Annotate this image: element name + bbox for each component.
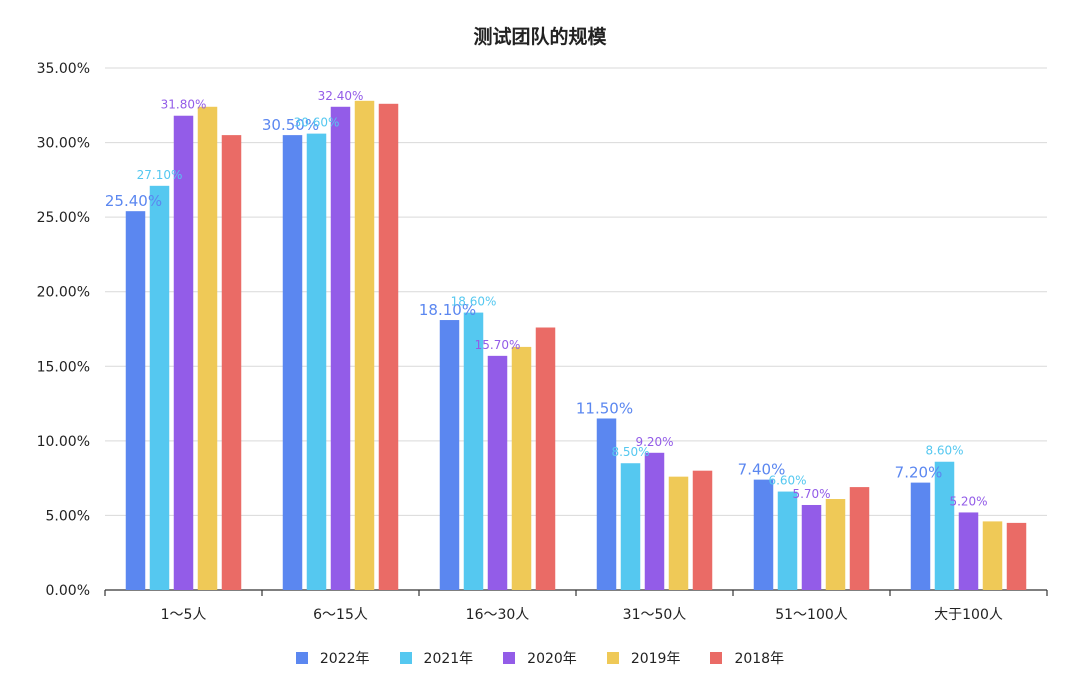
bar <box>692 470 713 590</box>
legend-swatch <box>606 652 619 664</box>
x-tick-label: 1～5人 <box>161 607 207 623</box>
legend-item[interactable]: 2019年 <box>606 648 681 668</box>
x-tick-label: 大于100人 <box>934 607 1003 623</box>
legend-item[interactable]: 2022年 <box>295 648 370 668</box>
legend-swatch <box>399 652 412 664</box>
bar <box>801 504 822 590</box>
legend-item[interactable]: 2020年 <box>503 648 577 668</box>
bar <box>306 133 327 590</box>
y-tick-label: 0.00% <box>46 583 90 599</box>
chart-plot: 0.00% 5.00% 10.00% 15.00% 20.00% 25.00% 30.00%… <box>37 61 1048 623</box>
bar <box>753 479 774 590</box>
bar <box>197 106 218 590</box>
data-label: 9.20% <box>635 435 673 449</box>
y-tick-label: 25.00% <box>37 210 90 226</box>
bar <box>535 327 556 590</box>
legend-item[interactable]: 2021年 <box>399 648 474 668</box>
data-label: 11.50% <box>576 399 633 417</box>
data-label: 18.10% <box>419 301 476 319</box>
legend-swatch <box>710 652 723 664</box>
bar <box>487 355 508 590</box>
legend-label: 2021年 <box>423 651 474 667</box>
bar <box>173 115 194 591</box>
bar <box>777 491 798 590</box>
chart-title: 测试团队的规模 <box>473 26 607 48</box>
bar <box>221 135 242 590</box>
chart-legend: 2022年 2021年 2020年 2019年 2018年 <box>0 648 1080 668</box>
data-label: 6.60% <box>768 474 806 488</box>
bar <box>910 482 931 590</box>
bar <box>934 461 955 590</box>
data-label: 18.60% <box>451 295 497 309</box>
y-tick-label: 35.00% <box>37 61 90 77</box>
legend-label: 2022年 <box>319 651 370 667</box>
y-tick-label: 15.00% <box>37 359 90 375</box>
legend-swatch <box>295 652 308 664</box>
legend-label: 2019年 <box>630 651 681 667</box>
data-label: 30.60% <box>294 116 340 130</box>
data-label: 5.20% <box>949 494 987 508</box>
bar <box>849 487 870 590</box>
data-label: 15.70% <box>475 338 521 352</box>
bar <box>463 312 484 590</box>
legend-label: 2018年 <box>734 651 785 667</box>
legend-label: 2020年 <box>527 651 577 667</box>
data-label: 5.70% <box>792 487 830 501</box>
bar <box>125 211 146 591</box>
bar <box>354 100 375 590</box>
bar <box>1006 522 1027 590</box>
y-tick-label: 5.00% <box>46 508 90 524</box>
legend-item[interactable]: 2018年 <box>710 648 784 668</box>
x-tick-label: 6～15人 <box>313 607 368 623</box>
bar <box>378 103 399 591</box>
data-label: 32.40% <box>318 89 364 103</box>
bar <box>149 185 170 590</box>
y-tick-label: 20.00% <box>37 285 90 301</box>
data-label: 25.40% <box>105 192 162 210</box>
bar <box>511 346 532 590</box>
bar <box>596 418 617 590</box>
bar <box>439 320 460 590</box>
bar <box>282 135 303 590</box>
bar <box>825 499 846 590</box>
data-label: 7.40% <box>738 461 786 479</box>
bar <box>644 452 665 590</box>
data-label: 7.20% <box>895 464 943 482</box>
bar <box>982 521 1003 590</box>
bar <box>330 106 351 590</box>
y-tick-label: 30.00% <box>37 136 90 152</box>
data-label: 27.10% <box>137 168 183 182</box>
y-tick-label: 10.00% <box>37 434 90 450</box>
bar <box>958 512 979 590</box>
legend-swatch <box>503 652 516 664</box>
data-label: 31.80% <box>161 98 207 112</box>
bar <box>620 463 641 590</box>
data-label: 8.60% <box>925 444 963 458</box>
x-tick-label: 31～50人 <box>623 607 687 623</box>
data-label: 8.50% <box>611 445 649 459</box>
x-tick-label: 16～30人 <box>466 607 530 623</box>
data-label: 30.50% <box>262 116 319 134</box>
x-tick-label: 51～100人 <box>775 607 848 623</box>
bar <box>668 476 689 590</box>
